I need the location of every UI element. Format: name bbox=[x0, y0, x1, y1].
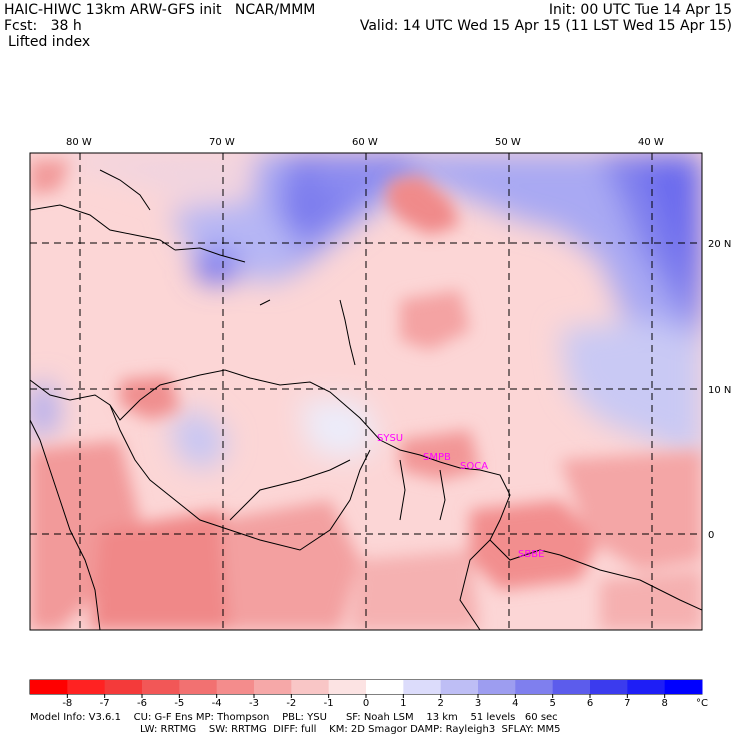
coastlines bbox=[30, 169, 702, 630]
station-label-sysu: SYSU bbox=[377, 433, 403, 444]
legend-swatch bbox=[254, 680, 292, 694]
station-label-smpb: SMPB bbox=[423, 452, 451, 463]
latitude-labels: 20 N 10 N 0 bbox=[708, 239, 731, 541]
color-legend: -8 -7 -6 -5 -4 -3 -2 -1 0 1 2 3 4 5 6 7 8 °C bbox=[29, 679, 708, 709]
legend-swatches bbox=[30, 680, 703, 694]
legend-label: 1 bbox=[400, 698, 406, 709]
lon-label: 60 W bbox=[352, 137, 378, 148]
legend-unit: °C bbox=[696, 698, 708, 709]
legend-swatch bbox=[67, 680, 106, 694]
forecast-hour: Fcst: 38 h bbox=[4, 18, 82, 34]
legend-ticks bbox=[66, 694, 666, 698]
station-labels: SYSU SMPB SOCA SBBE bbox=[377, 433, 544, 560]
legend-label: -7 bbox=[100, 698, 110, 709]
model-info-line-1: Model Info: V3.6.1 CU: G-F Ens MP: Thomp… bbox=[30, 712, 558, 723]
legend-swatch bbox=[664, 680, 703, 694]
legend-label: -1 bbox=[324, 698, 334, 709]
legend-swatch bbox=[142, 680, 180, 694]
legend-label: 6 bbox=[587, 698, 593, 709]
legend-label: 7 bbox=[624, 698, 630, 709]
legend-swatch bbox=[403, 680, 442, 694]
legend-swatch bbox=[515, 680, 554, 694]
legend-swatch bbox=[478, 680, 516, 694]
legend-label: -8 bbox=[62, 698, 72, 709]
legend-swatch bbox=[366, 680, 404, 694]
legend-swatch bbox=[104, 680, 143, 694]
station-label-sbbe: SBBE bbox=[518, 549, 544, 560]
legend-swatch bbox=[30, 680, 68, 694]
lat-label: 0 bbox=[708, 530, 714, 541]
legend-swatch bbox=[328, 680, 367, 694]
legend-label: -4 bbox=[212, 698, 222, 709]
model-title: HAIC-HIWC 13km ARW-GFS init NCAR/MMM bbox=[4, 2, 316, 18]
legend-swatch bbox=[590, 680, 628, 694]
lat-label: 20 N bbox=[708, 239, 731, 250]
legend-label: -2 bbox=[286, 698, 296, 709]
legend-label: 8 bbox=[661, 698, 667, 709]
legend-swatch bbox=[179, 680, 218, 694]
lifted-index-field bbox=[30, 153, 702, 630]
lon-label: 40 W bbox=[638, 137, 664, 148]
lon-label: 80 W bbox=[66, 137, 92, 148]
legend-label: 5 bbox=[549, 698, 555, 709]
legend-swatch bbox=[216, 680, 255, 694]
legend-label: 0 bbox=[363, 698, 369, 709]
station-label-soca: SOCA bbox=[460, 461, 488, 472]
lat-label: 10 N bbox=[708, 385, 731, 396]
legend-swatch bbox=[552, 680, 591, 694]
lon-label: 50 W bbox=[495, 137, 521, 148]
legend-label: 3 bbox=[475, 698, 481, 709]
field-name: Lifted index bbox=[8, 34, 91, 50]
legend-labels: -8 -7 -6 -5 -4 -3 -2 -1 0 1 2 3 4 5 6 7 8 bbox=[62, 698, 668, 709]
valid-time: Valid: 14 UTC Wed 15 Apr 15 (11 LST Wed … bbox=[359, 18, 732, 34]
legend-label: 4 bbox=[512, 698, 518, 709]
legend-label: -6 bbox=[137, 698, 147, 709]
legend-label: -3 bbox=[249, 698, 259, 709]
legend-swatch bbox=[440, 680, 479, 694]
init-time: Init: 00 UTC Tue 14 Apr 15 bbox=[548, 2, 732, 18]
legend-label: 2 bbox=[437, 698, 443, 709]
model-info-line-2: LW: RRTMG SW: RRTMG DIFF: full KM: 2D Sm… bbox=[140, 724, 561, 735]
legend-swatch bbox=[291, 680, 330, 694]
lon-label: 70 W bbox=[209, 137, 235, 148]
legend-swatch bbox=[627, 680, 666, 694]
legend-label: -5 bbox=[174, 698, 184, 709]
longitude-labels: 80 W 70 W 60 W 50 W 40 W bbox=[66, 137, 664, 148]
